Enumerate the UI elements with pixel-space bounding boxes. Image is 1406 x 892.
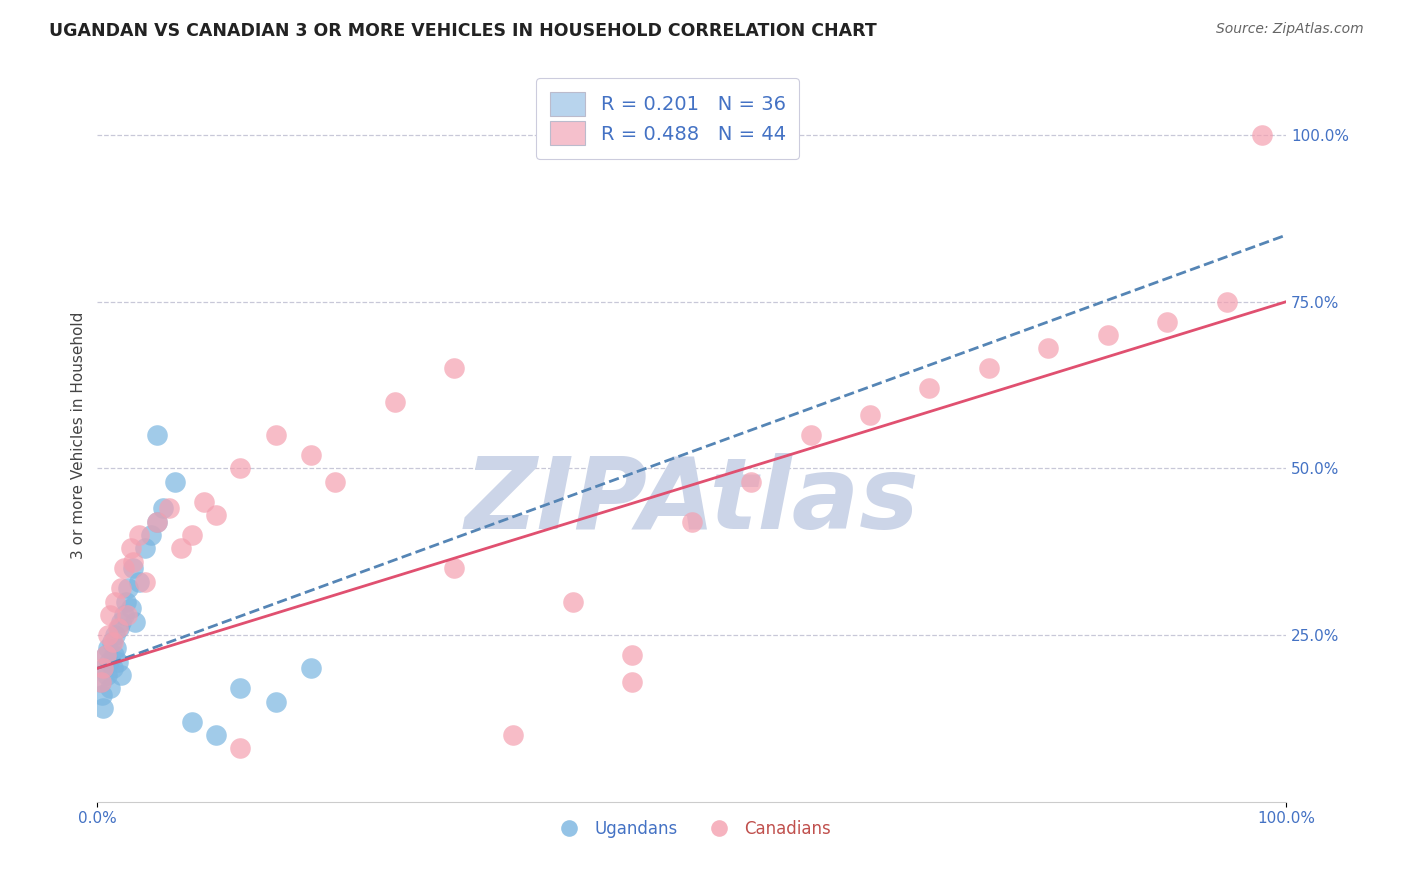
Point xyxy=(799,428,821,442)
Point xyxy=(1215,294,1237,309)
Point xyxy=(104,628,127,642)
Y-axis label: 3 or more Vehicles in Household: 3 or more Vehicles in Household xyxy=(72,311,86,558)
Point xyxy=(90,674,112,689)
Point xyxy=(97,641,120,656)
Point xyxy=(94,648,117,662)
Text: ZIPAtlas: ZIPAtlas xyxy=(464,453,920,550)
Point xyxy=(100,607,122,622)
Point xyxy=(193,494,215,508)
Point xyxy=(122,555,145,569)
Point xyxy=(112,607,135,622)
Point xyxy=(157,501,180,516)
Point xyxy=(91,688,114,702)
Text: UGANDAN VS CANADIAN 3 OR MORE VEHICLES IN HOUSEHOLD CORRELATION CHART: UGANDAN VS CANADIAN 3 OR MORE VEHICLES I… xyxy=(49,22,877,40)
Point xyxy=(1038,342,1060,356)
Point xyxy=(128,528,150,542)
Point xyxy=(205,508,228,522)
Point xyxy=(146,428,169,442)
Point xyxy=(120,541,142,556)
Point xyxy=(859,408,882,422)
Point xyxy=(146,515,169,529)
Point xyxy=(384,394,406,409)
Point xyxy=(681,515,703,529)
Point xyxy=(621,648,644,662)
Point xyxy=(977,361,1000,376)
Point xyxy=(93,661,115,675)
Point xyxy=(621,674,644,689)
Point xyxy=(229,461,252,475)
Point xyxy=(117,582,139,596)
Text: Source: ZipAtlas.com: Source: ZipAtlas.com xyxy=(1216,22,1364,37)
Point xyxy=(740,475,762,489)
Point xyxy=(152,501,174,516)
Point xyxy=(110,615,132,629)
Point xyxy=(96,668,118,682)
Point xyxy=(299,661,322,675)
Point xyxy=(107,621,129,635)
Point xyxy=(134,574,156,589)
Point xyxy=(115,594,138,608)
Point xyxy=(104,594,127,608)
Point xyxy=(105,641,128,656)
Point xyxy=(115,607,138,622)
Point xyxy=(101,634,124,648)
Point xyxy=(502,728,524,742)
Point xyxy=(122,561,145,575)
Point xyxy=(128,574,150,589)
Point xyxy=(229,741,252,756)
Point xyxy=(103,648,125,662)
Point xyxy=(139,528,162,542)
Point xyxy=(124,615,146,629)
Point xyxy=(146,515,169,529)
Point xyxy=(1251,128,1274,143)
Point xyxy=(101,661,124,675)
Point xyxy=(100,681,122,696)
Point xyxy=(100,634,122,648)
Point xyxy=(169,541,191,556)
Point xyxy=(229,681,252,696)
Point xyxy=(1156,315,1178,329)
Point xyxy=(91,661,114,675)
Point xyxy=(91,701,114,715)
Point xyxy=(443,561,465,575)
Point xyxy=(98,655,121,669)
Point xyxy=(94,648,117,662)
Point xyxy=(323,475,346,489)
Point xyxy=(97,628,120,642)
Point xyxy=(163,475,186,489)
Point xyxy=(120,601,142,615)
Point xyxy=(264,428,287,442)
Point xyxy=(110,668,132,682)
Point xyxy=(918,381,941,395)
Point xyxy=(134,541,156,556)
Point xyxy=(110,582,132,596)
Point xyxy=(299,448,322,462)
Point xyxy=(107,621,129,635)
Point xyxy=(90,674,112,689)
Point xyxy=(205,728,228,742)
Point xyxy=(107,655,129,669)
Legend: Ugandans, Canadians: Ugandans, Canadians xyxy=(546,814,838,845)
Point xyxy=(443,361,465,376)
Point xyxy=(181,528,204,542)
Point xyxy=(181,714,204,729)
Point xyxy=(1097,328,1119,343)
Point xyxy=(264,695,287,709)
Point xyxy=(112,561,135,575)
Point xyxy=(561,594,583,608)
